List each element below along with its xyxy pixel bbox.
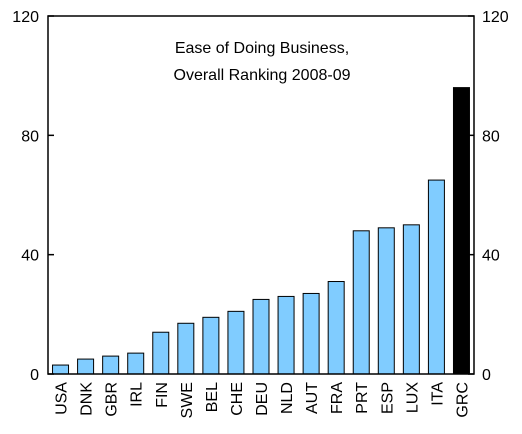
left-tick-label: 120 — [12, 9, 39, 26]
category-label-che: CHE — [229, 382, 246, 416]
category-label-swe: SWE — [179, 382, 196, 418]
category-label-usa: USA — [54, 382, 71, 415]
category-label-fin: FIN — [154, 382, 171, 408]
left-tick-label: 0 — [30, 367, 39, 384]
category-label-fra: FRA — [329, 382, 346, 414]
plot-frame — [47, 15, 475, 375]
bars-group — [52, 87, 470, 375]
bar-nld — [277, 295, 295, 375]
bar-prt — [352, 230, 370, 375]
category-label-dnk: DNK — [79, 382, 96, 416]
right-tick-label: 80 — [482, 128, 500, 145]
bar-gbr — [102, 355, 120, 375]
left-tick-label: 40 — [21, 248, 39, 265]
chart-title: Ease of Doing Business, Overall Ranking … — [174, 40, 351, 84]
right-tick-label: 40 — [482, 248, 500, 265]
category-label-deu: DEU — [254, 382, 271, 416]
bar-swe — [177, 322, 195, 375]
bar-aut — [302, 292, 320, 375]
chart-title-line-2: Overall Ranking 2008-09 — [174, 67, 351, 84]
category-label-ita: ITA — [429, 382, 446, 406]
bar-lux — [402, 224, 420, 375]
category-label-irl: IRL — [129, 382, 146, 407]
chart-title-line-1: Ease of Doing Business, — [175, 40, 349, 57]
category-label-prt: PRT — [354, 382, 371, 414]
axes-group — [47, 15, 475, 375]
category-labels: USA DNK GBR IRL FIN SWE BEL CHE DEU NLD AUT FRA PRT E… — [54, 382, 472, 419]
bar-deu — [252, 298, 270, 375]
right-tick-label: 0 — [482, 367, 491, 384]
bar-fra — [327, 281, 345, 375]
bar-esp — [377, 227, 395, 375]
left-tick-label: 80 — [21, 128, 39, 145]
category-label-nld: NLD — [279, 382, 296, 414]
category-label-grc: GRC — [454, 382, 471, 418]
category-label-gbr: GBR — [104, 382, 121, 417]
bar-usa — [52, 364, 70, 375]
bar-fin — [152, 331, 170, 375]
bar-bel — [202, 316, 220, 375]
bar-dnk — [77, 358, 95, 375]
right-tick-label: 120 — [482, 9, 509, 26]
left-tick-labels: 0 40 80 120 — [12, 9, 39, 384]
right-tick-labels: 0 40 80 120 — [482, 9, 509, 384]
category-label-esp: ESP — [379, 382, 396, 414]
category-label-aut: AUT — [304, 382, 321, 414]
category-label-bel: BEL — [204, 382, 221, 412]
bar-grc — [452, 87, 470, 375]
bar-ita — [427, 179, 445, 375]
bar-irl — [127, 352, 145, 375]
category-label-lux: LUX — [404, 382, 421, 413]
bar-che — [227, 310, 245, 375]
